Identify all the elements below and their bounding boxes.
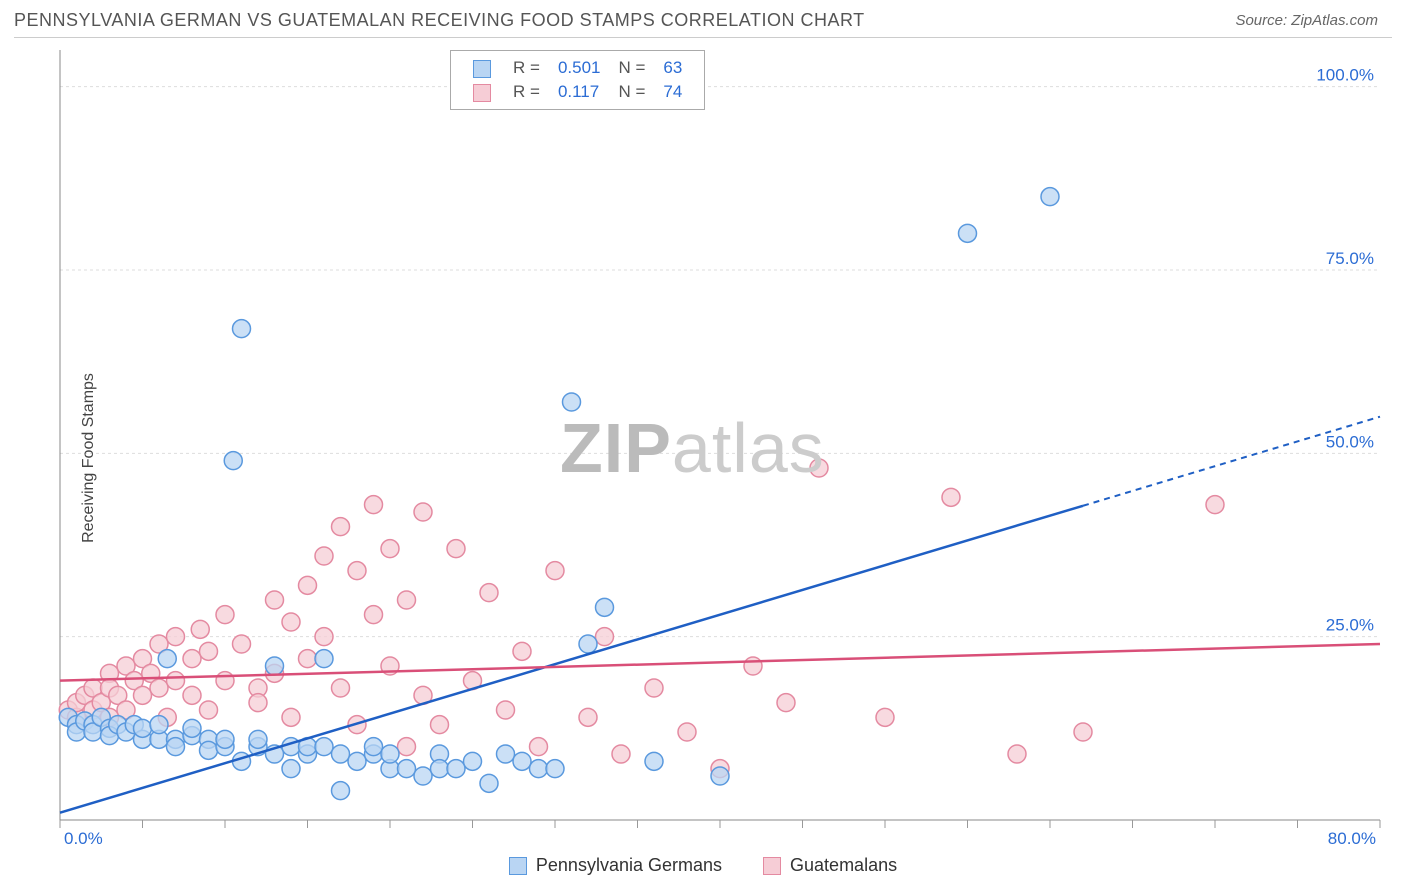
legend-item-series2: Guatemalans xyxy=(763,855,897,875)
swatch-series2-bottom xyxy=(763,857,781,875)
svg-text:0.0%: 0.0% xyxy=(64,829,103,848)
n-value-1: 63 xyxy=(655,57,690,79)
header: PENNSYLVANIA GERMAN VS GUATEMALAN RECEIV… xyxy=(0,0,1406,37)
scatter-chart: 25.0% 50.0% 75.0% 100.0% 0.0% 80.0% xyxy=(0,38,1406,866)
n-label-2: N = xyxy=(610,81,653,103)
chart-title: PENNSYLVANIA GERMAN VS GUATEMALAN RECEIV… xyxy=(14,10,865,31)
y-axis-label: Receiving Food Stamps xyxy=(80,373,98,543)
r-value-1: 0.501 xyxy=(550,57,609,79)
series-legend: Pennsylvania Germans Guatemalans xyxy=(0,855,1406,876)
correlation-legend: R = 0.501 N = 63 R = 0.117 N = 74 xyxy=(450,50,705,110)
swatch-series2 xyxy=(473,84,491,102)
r-label-2: R = xyxy=(505,81,548,103)
legend-item-series1: Pennsylvania Germans xyxy=(509,855,727,875)
n-value-2: 74 xyxy=(655,81,690,103)
chart-container: Receiving Food Stamps ZIPatlas 25.0%50.0… xyxy=(0,38,1406,878)
r-value-2: 0.117 xyxy=(550,81,609,103)
svg-text:80.0%: 80.0% xyxy=(1328,829,1376,848)
svg-text:75.0%: 75.0% xyxy=(1326,249,1374,268)
legend-label-series1: Pennsylvania Germans xyxy=(536,855,722,875)
source-attribution: Source: ZipAtlas.com xyxy=(1235,12,1378,29)
legend-label-series2: Guatemalans xyxy=(790,855,897,875)
swatch-series1 xyxy=(473,60,491,78)
svg-text:50.0%: 50.0% xyxy=(1326,432,1374,451)
legend-row-series1: R = 0.501 N = 63 xyxy=(465,57,690,79)
svg-text:100.0%: 100.0% xyxy=(1316,66,1374,85)
legend-row-series2: R = 0.117 N = 74 xyxy=(465,81,690,103)
svg-text:25.0%: 25.0% xyxy=(1326,616,1374,635)
n-label-1: N = xyxy=(610,57,653,79)
r-label-1: R = xyxy=(505,57,548,79)
swatch-series1-bottom xyxy=(509,857,527,875)
